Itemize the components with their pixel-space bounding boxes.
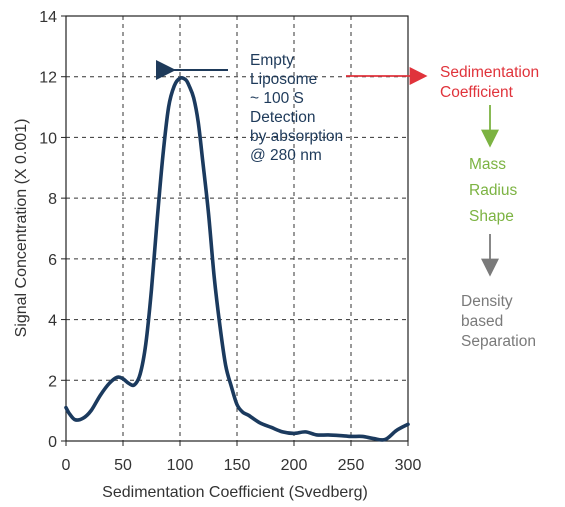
- y-tick-label: 4: [48, 313, 57, 330]
- peak-note-line: ~ 100 S: [250, 90, 304, 107]
- x-tick-label: 200: [281, 457, 308, 474]
- x-tick-label: 100: [167, 457, 194, 474]
- flow-label-line: Sedimentation: [440, 64, 539, 81]
- flow-label-line: Separation: [461, 333, 536, 350]
- flow-label-line: Mass: [469, 156, 506, 173]
- y-tick-label: 8: [48, 191, 57, 208]
- y-axis: 0 2 4 6 8 10 12 14: [39, 9, 66, 451]
- series-line: [64, 76, 410, 442]
- x-tick-label: 50: [114, 457, 132, 474]
- peak-annotation: Empty Liposome ~ 100 S Detection by absorpti…: [250, 52, 343, 164]
- peak-note-line: Liposome: [250, 71, 317, 88]
- peak-note-line: Empty: [250, 52, 294, 69]
- peak-note-line: Detection: [250, 109, 315, 126]
- flow-label-line: Radius: [469, 182, 517, 199]
- flow-annotations: Sedimentation Coefficient Mass Radius Shape D…: [440, 64, 539, 350]
- y-tick-label: 6: [48, 252, 57, 269]
- grid: [66, 16, 408, 441]
- peak-note-line: @ 280 nm: [250, 147, 322, 164]
- x-tick-label: 150: [224, 457, 251, 474]
- x-tick-label: 0: [62, 457, 71, 474]
- flow-label-line: based: [461, 313, 503, 330]
- flow-label-line: Shape: [469, 208, 514, 225]
- y-tick-label: 0: [48, 434, 57, 451]
- x-tick-label: 300: [395, 457, 422, 474]
- y-tick-label: 2: [48, 373, 57, 390]
- y-axis-title: Signal Concentration (X 0.001): [13, 119, 30, 338]
- flow-label-line: Density: [461, 293, 513, 310]
- x-axis-title: Sedimentation Coefficient (Svedberg): [102, 484, 368, 501]
- x-tick-label: 250: [338, 457, 365, 474]
- flow-label-line: Coefficient: [440, 84, 514, 101]
- y-tick-label: 12: [39, 70, 57, 87]
- y-tick-label: 10: [39, 130, 57, 147]
- peak-note-line: by absorption: [250, 128, 343, 145]
- x-axis: 0 50 100 150 200 250 300: [62, 441, 422, 474]
- y-tick-label: 14: [39, 9, 57, 26]
